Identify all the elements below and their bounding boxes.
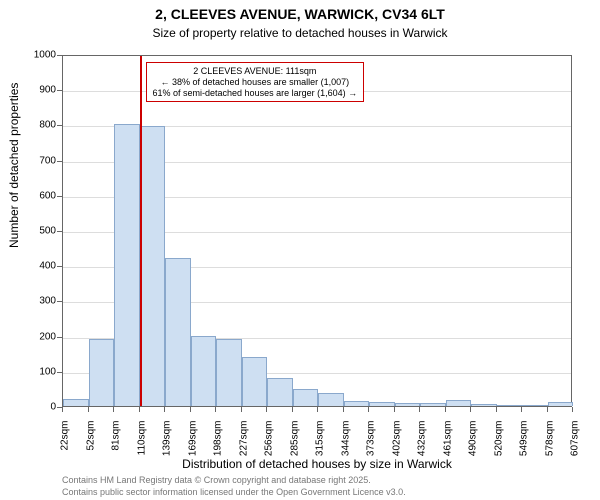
- ytick-mark: [57, 231, 62, 232]
- xtick-label: 549sqm: [519, 421, 530, 471]
- xtick-label: 432sqm: [417, 421, 428, 471]
- chart-title: 2, CLEEVES AVENUE, WARWICK, CV34 6LT: [0, 6, 600, 22]
- xtick-mark: [521, 407, 522, 412]
- xtick-mark: [547, 407, 548, 412]
- ytick-label: 0: [24, 402, 56, 413]
- xtick-label: 315sqm: [315, 421, 326, 471]
- xtick-mark: [317, 407, 318, 412]
- xtick-label: 285sqm: [289, 421, 300, 471]
- xtick-label: 490sqm: [468, 421, 479, 471]
- histogram-bar: [242, 357, 268, 406]
- xtick-mark: [445, 407, 446, 412]
- xtick-label: 256sqm: [264, 421, 275, 471]
- chart-subtitle: Size of property relative to detached ho…: [0, 26, 600, 40]
- xtick-mark: [470, 407, 471, 412]
- histogram-bar: [63, 399, 89, 406]
- histogram-bar: [165, 258, 191, 406]
- histogram-bar: [191, 336, 217, 406]
- histogram-bar: [114, 124, 140, 406]
- histogram-bar: [89, 339, 115, 406]
- ytick-mark: [57, 90, 62, 91]
- ytick-label: 1000: [24, 50, 56, 61]
- ytick-label: 500: [24, 226, 56, 237]
- xtick-label: 402sqm: [391, 421, 402, 471]
- ytick-label: 400: [24, 261, 56, 272]
- annotation-box: 2 CLEEVES AVENUE: 111sqm← 38% of detache…: [146, 62, 365, 102]
- xtick-label: 461sqm: [442, 421, 453, 471]
- ytick-mark: [57, 125, 62, 126]
- xtick-label: 607sqm: [570, 421, 581, 471]
- xtick-label: 169sqm: [187, 421, 198, 471]
- ytick-label: 600: [24, 190, 56, 201]
- ytick-label: 800: [24, 120, 56, 131]
- xtick-mark: [190, 407, 191, 412]
- y-axis-label: Number of detached properties: [7, 228, 21, 248]
- xtick-label: 81sqm: [111, 421, 122, 471]
- ytick-mark: [57, 161, 62, 162]
- xtick-mark: [241, 407, 242, 412]
- xtick-label: 520sqm: [493, 421, 504, 471]
- histogram-bar: [548, 402, 574, 406]
- histogram-bar: [318, 393, 344, 406]
- xtick-mark: [164, 407, 165, 412]
- xtick-mark: [292, 407, 293, 412]
- xtick-label: 22sqm: [60, 421, 71, 471]
- ytick-label: 900: [24, 85, 56, 96]
- xtick-label: 198sqm: [213, 421, 224, 471]
- histogram-bar: [267, 378, 293, 406]
- histogram-bar: [293, 389, 319, 406]
- ytick-label: 100: [24, 366, 56, 377]
- xtick-label: 110sqm: [136, 421, 147, 471]
- histogram-bar: [522, 405, 548, 406]
- footer-line-2: Contains public sector information licen…: [62, 487, 406, 497]
- annotation-line: 61% of semi-detached houses are larger (…: [153, 88, 358, 99]
- histogram-bar: [140, 126, 166, 406]
- annotation-line: 2 CLEEVES AVENUE: 111sqm: [153, 66, 358, 77]
- ytick-mark: [57, 301, 62, 302]
- histogram-bar: [497, 405, 523, 406]
- xtick-mark: [113, 407, 114, 412]
- ytick-mark: [57, 266, 62, 267]
- ytick-mark: [57, 55, 62, 56]
- histogram-bar: [446, 400, 472, 406]
- xtick-label: 373sqm: [366, 421, 377, 471]
- xtick-mark: [368, 407, 369, 412]
- histogram-bar: [344, 401, 370, 406]
- ytick-label: 700: [24, 155, 56, 166]
- xtick-mark: [266, 407, 267, 412]
- ytick-label: 200: [24, 331, 56, 342]
- xtick-mark: [572, 407, 573, 412]
- xtick-label: 52sqm: [85, 421, 96, 471]
- xtick-label: 344sqm: [340, 421, 351, 471]
- ytick-label: 300: [24, 296, 56, 307]
- xtick-mark: [394, 407, 395, 412]
- ytick-mark: [57, 337, 62, 338]
- annotation-line: ← 38% of detached houses are smaller (1,…: [153, 77, 358, 88]
- xtick-mark: [62, 407, 63, 412]
- histogram-bar: [369, 402, 395, 406]
- xtick-mark: [419, 407, 420, 412]
- marker-line: [140, 56, 142, 406]
- plot-area: 2 CLEEVES AVENUE: 111sqm← 38% of detache…: [62, 55, 572, 407]
- histogram-bar: [471, 404, 497, 406]
- xtick-mark: [139, 407, 140, 412]
- footer-line-1: Contains HM Land Registry data © Crown c…: [62, 475, 371, 485]
- xtick-label: 139sqm: [162, 421, 173, 471]
- xtick-label: 578sqm: [544, 421, 555, 471]
- xtick-label: 227sqm: [238, 421, 249, 471]
- xtick-mark: [88, 407, 89, 412]
- ytick-mark: [57, 196, 62, 197]
- xtick-mark: [496, 407, 497, 412]
- ytick-mark: [57, 372, 62, 373]
- histogram-bar: [420, 403, 446, 406]
- histogram-bar: [216, 339, 242, 406]
- xtick-mark: [343, 407, 344, 412]
- histogram-bar: [395, 403, 421, 406]
- xtick-mark: [215, 407, 216, 412]
